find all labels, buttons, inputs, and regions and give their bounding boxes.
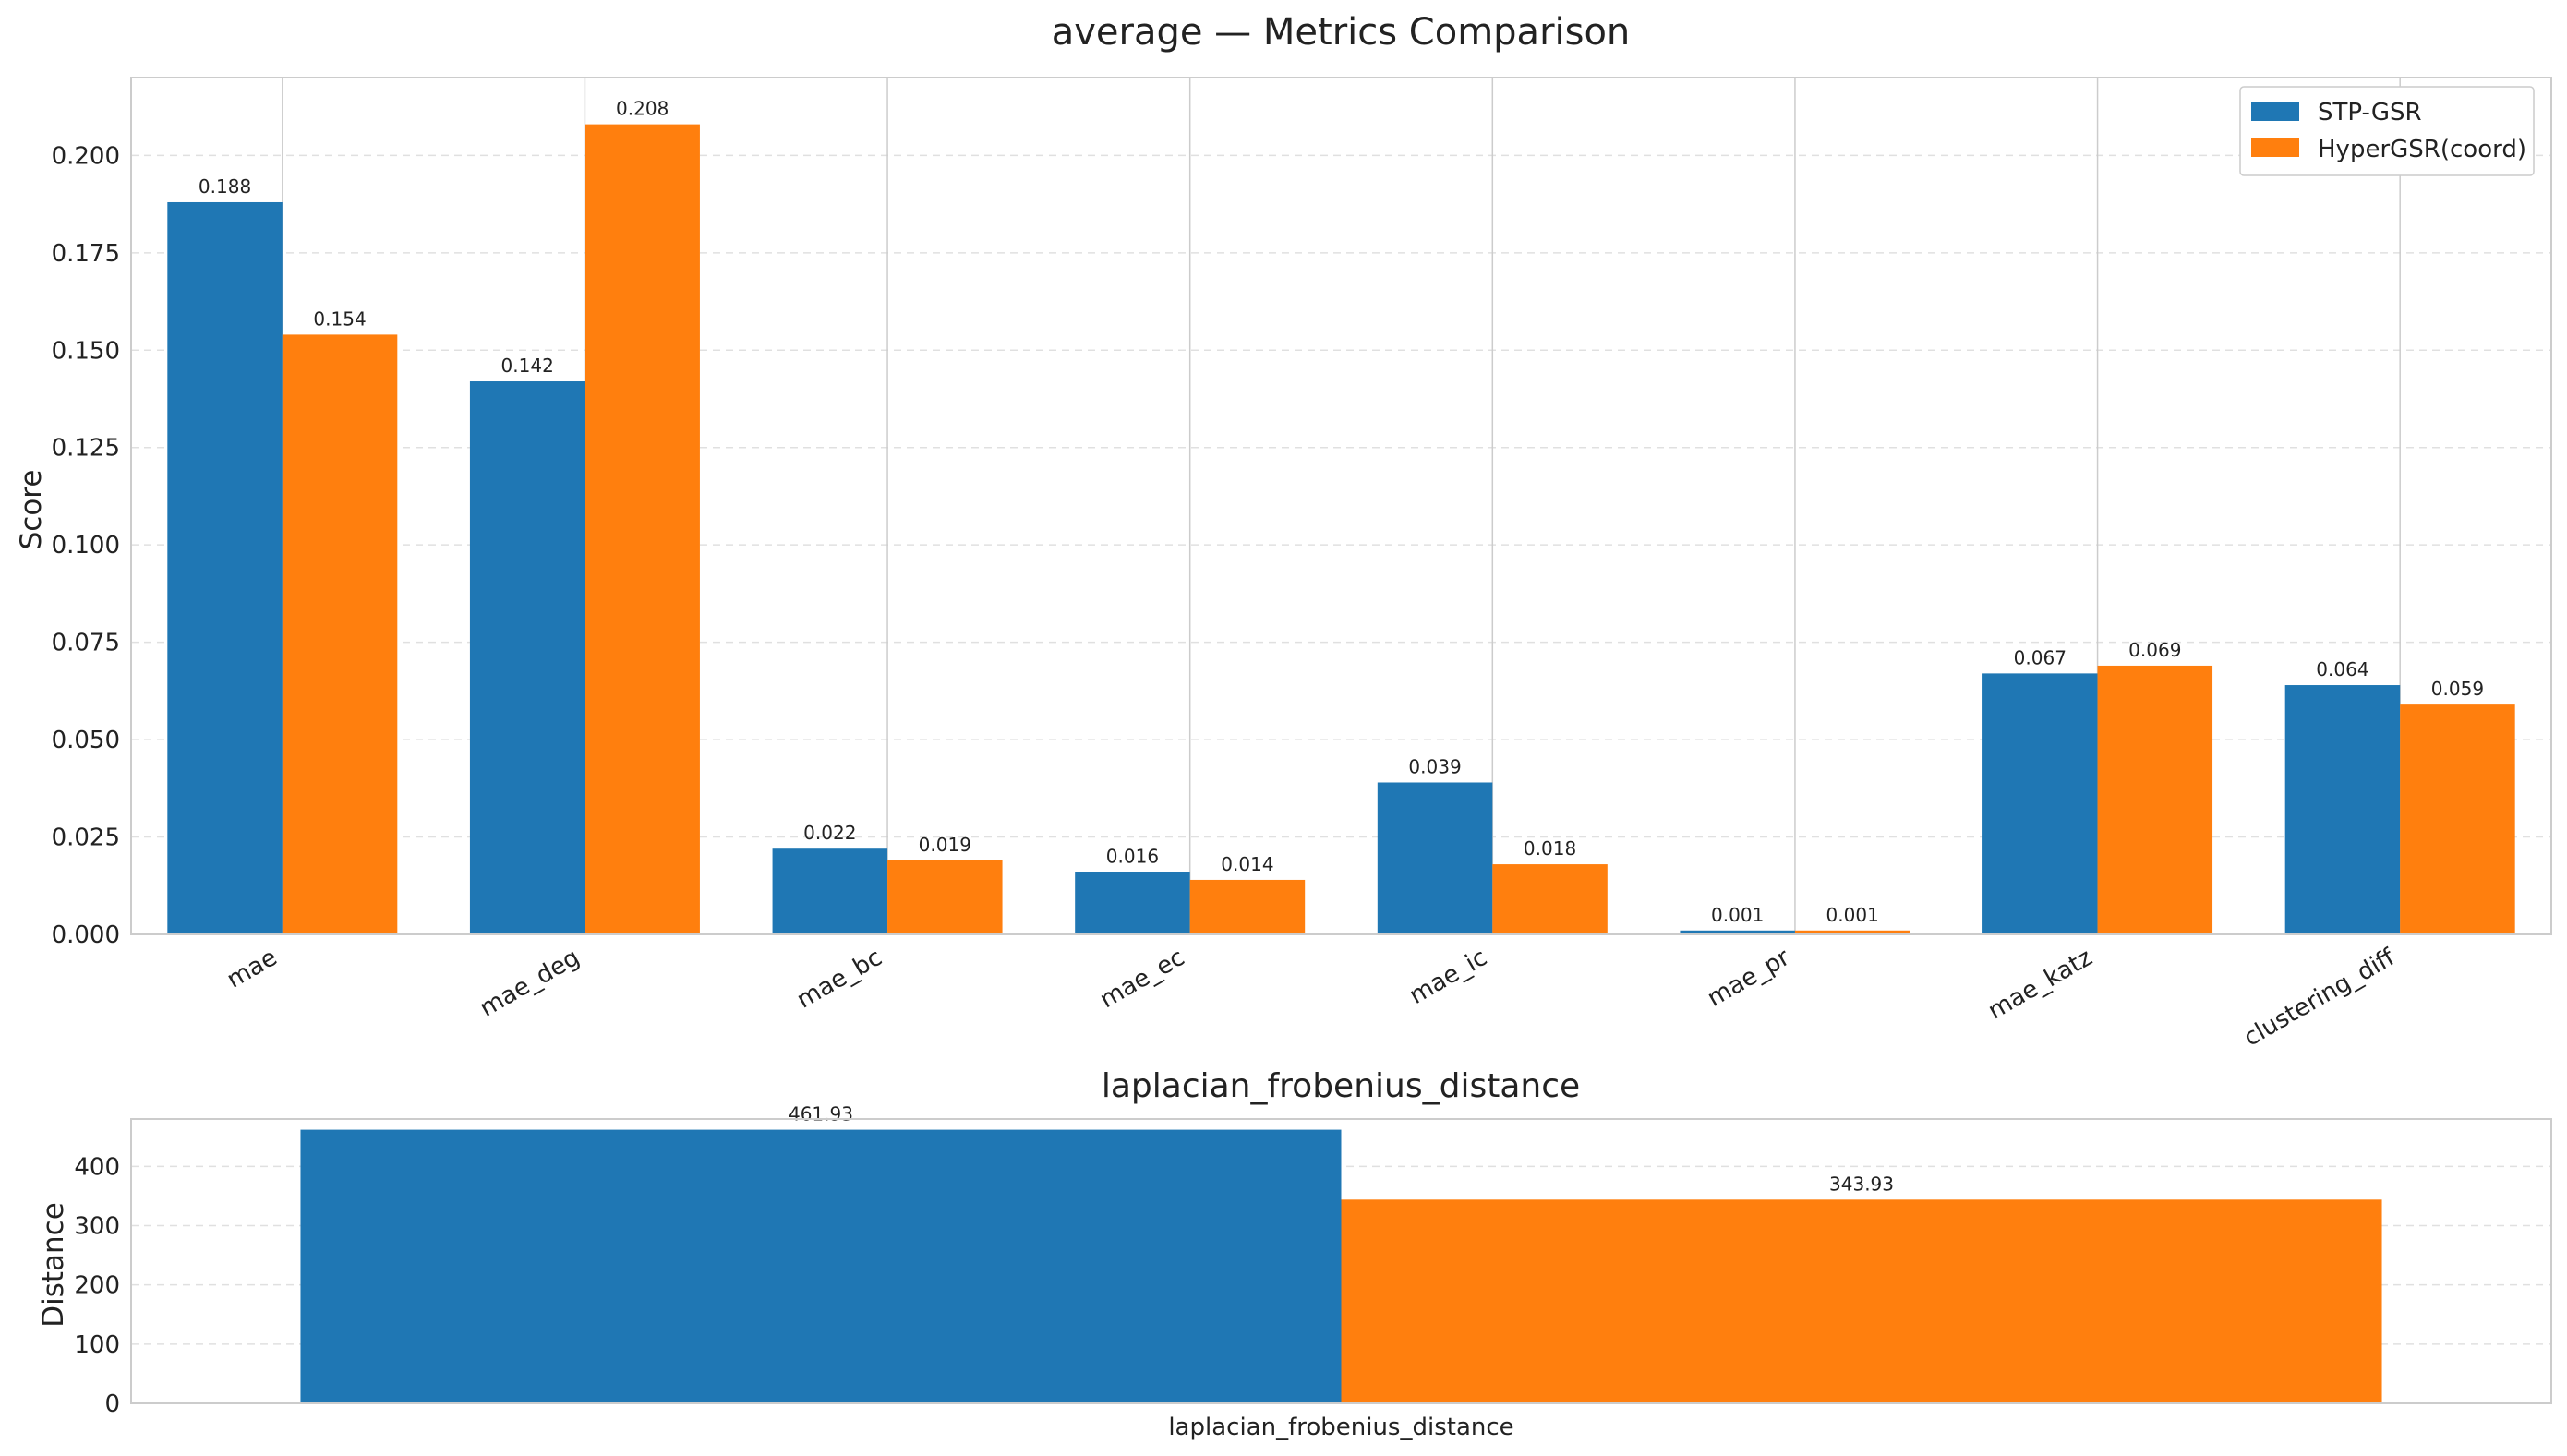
- y-tick-label: 0.000: [52, 921, 120, 949]
- bar-stp-gsr-mae_ec: [1075, 872, 1190, 934]
- y-tick-label: 400: [74, 1153, 120, 1181]
- legend-label-hypergsr: HyperGSR(coord): [2318, 136, 2526, 163]
- y-tick-label: 0.125: [52, 435, 120, 463]
- bar-hypergsr-coord--mae_bc: [887, 860, 1003, 934]
- bar-hypergsr-coord--mae_katz: [2097, 665, 2213, 934]
- data-label: 0.014: [1221, 853, 1273, 875]
- data-label: 461.93: [789, 1103, 853, 1125]
- data-label: 0.016: [1106, 846, 1159, 868]
- data-label: 0.022: [803, 822, 856, 844]
- legend-box: [2239, 86, 2535, 176]
- data-label: 0.067: [2014, 646, 2067, 668]
- plot-frame: [130, 1118, 2552, 1404]
- data-label: 0.019: [919, 834, 971, 856]
- bar-stp-gsr-clustering_diff: [2284, 685, 2401, 934]
- data-label: 0.208: [616, 98, 669, 120]
- x-tick-label: laplacian_frobenius_distance: [1168, 1414, 1513, 1441]
- y-tick-label: 0.050: [52, 727, 120, 754]
- bar-stp-gsr-mae_bc: [772, 848, 888, 934]
- data-label: 0.059: [2431, 678, 2484, 700]
- bar-hypergsr-coord--mae: [282, 334, 398, 934]
- distance-bar-chart: 0 100 200 300 400 461.93 343.93 laplacian_frobe…: [74, 1103, 2552, 1441]
- legend: STP-GSR HyperGSR(coord): [2239, 86, 2535, 176]
- data-label: 343.93: [1829, 1173, 1894, 1195]
- data-label: 0.001: [1711, 904, 1764, 926]
- y-tick-label: 0: [104, 1390, 120, 1418]
- bottom-y-axis-label: Distance: [37, 1202, 70, 1328]
- data-label: 0.039: [1408, 755, 1461, 777]
- y-tick-label: 0.150: [52, 337, 120, 365]
- y-tick-label: 0.025: [52, 824, 120, 852]
- bar-hypergsr-coord--laplacian_frobenius_distance: [1341, 1199, 2382, 1403]
- bar-hypergsr-coord--mae_pr: [1794, 930, 1910, 934]
- bar-hypergsr-coord--mae_ec: [1189, 879, 1306, 934]
- bar-stp-gsr-mae_pr: [1680, 930, 1795, 934]
- y-tick-label: 200: [74, 1272, 120, 1300]
- bar-stp-gsr-mae_ic: [1377, 782, 1493, 934]
- bar-hypergsr-coord--clustering_diff: [2400, 704, 2515, 934]
- y-tick-label: 100: [74, 1331, 120, 1359]
- data-label: 0.154: [313, 307, 366, 330]
- plot-frame: [130, 77, 2552, 935]
- legend-swatch-hypergsr: [2251, 138, 2299, 157]
- data-label: 0.069: [2128, 639, 2181, 661]
- y-tick-label: 0.200: [52, 142, 120, 170]
- data-label: 0.142: [501, 355, 554, 377]
- bar-stp-gsr-mae: [167, 201, 283, 934]
- y-tick-label: 0.100: [52, 532, 120, 560]
- bar-hypergsr-coord--mae_ic: [1492, 864, 1608, 934]
- bar-stp-gsr-mae_deg: [469, 381, 585, 934]
- bar-stp-gsr-laplacian_frobenius_distance: [300, 1129, 1342, 1403]
- legend-swatch-stp-gsr: [2251, 102, 2299, 121]
- main-chart-title: average — Metrics Comparison: [1052, 11, 1631, 54]
- bottom-chart-title: laplacian_frobenius_distance: [1102, 1067, 1580, 1105]
- bar-hypergsr-coord--mae_deg: [585, 124, 700, 935]
- y-tick-label: 0.075: [52, 630, 120, 657]
- bar-stp-gsr-mae_katz: [1982, 673, 2098, 934]
- legend-label-stp-gsr: STP-GSR: [2318, 99, 2422, 126]
- y-tick-label: 0.175: [52, 240, 120, 268]
- main-y-axis-label: Score: [15, 470, 48, 550]
- data-label: 0.018: [1524, 837, 1576, 860]
- y-tick-label: 300: [74, 1213, 120, 1241]
- data-label: 0.064: [2316, 658, 2368, 680]
- data-label: 0.001: [1826, 904, 1879, 926]
- data-label: 0.188: [199, 175, 251, 198]
